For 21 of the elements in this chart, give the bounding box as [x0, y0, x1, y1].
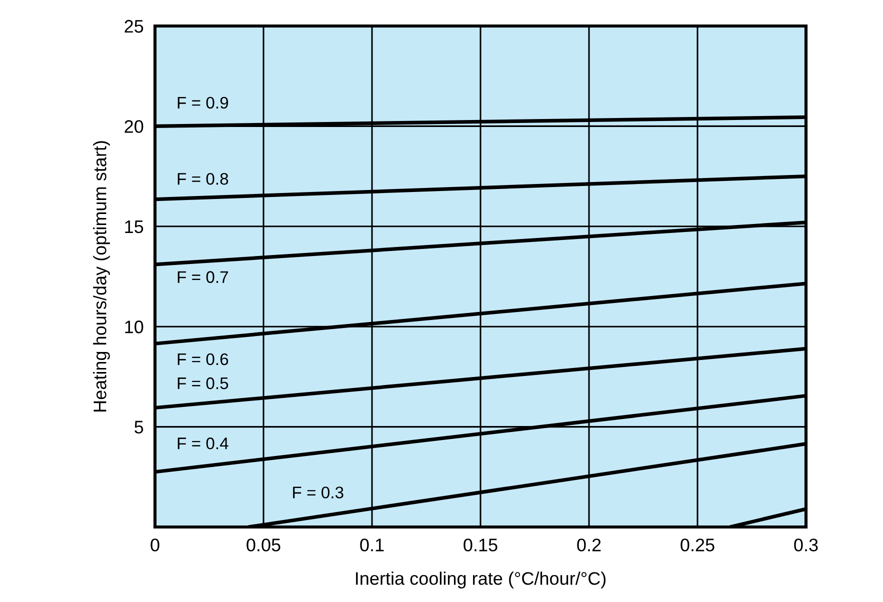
x-tick-label: 0.3	[794, 538, 818, 552]
annotation: F = 0.5	[178, 377, 228, 390]
y-tick-label: 15	[125, 220, 144, 234]
x-tick-label: 0.15	[464, 538, 498, 552]
y-axis-title: Heating hours/day (optimum start)	[93, 141, 110, 412]
x-tick-label: 0.1	[360, 538, 384, 552]
annotation: F = 0.7	[178, 271, 228, 283]
y-tick-label: 25	[124, 20, 144, 33]
annotation: F = 0.3	[293, 486, 344, 498]
x-tick-label: 0	[150, 538, 160, 552]
x-tick-label: 0.2	[577, 538, 601, 552]
x-axis-title: Inertia cooling rate (°C/hour/°C)	[356, 572, 606, 588]
y-tick-label: 10	[125, 320, 144, 334]
x-tick-label: 0.25	[680, 538, 714, 552]
x-tick-label: 0.05	[246, 538, 280, 552]
annotation: F = 0.9	[178, 96, 228, 109]
annotation: F = 0.4	[178, 438, 228, 450]
y-tick-label: 20	[124, 120, 144, 133]
annotation: F = 0.6	[178, 353, 228, 366]
y-tick-label: 5	[134, 420, 144, 434]
annotation: F = 0.8	[178, 172, 228, 185]
